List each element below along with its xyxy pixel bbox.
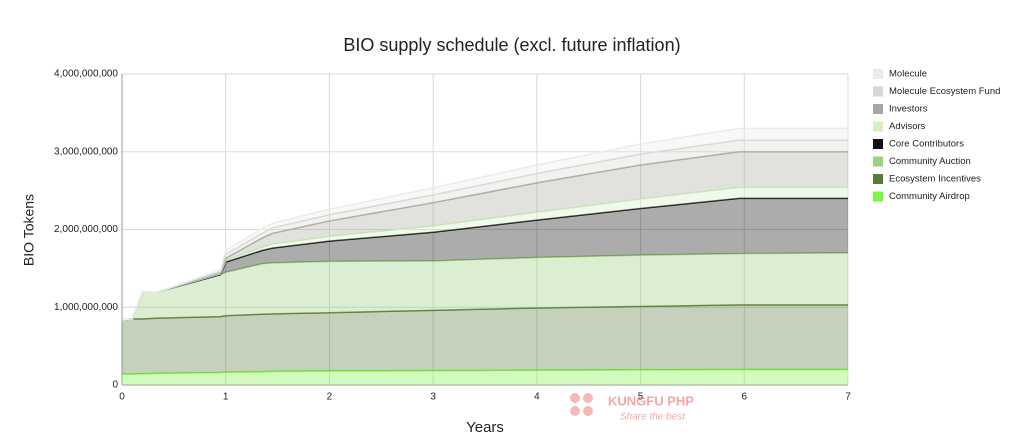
area (122, 304, 848, 375)
watermark-icon (583, 406, 593, 416)
legend-label: Molecule (889, 69, 927, 80)
watermark-slogan: Share the best (620, 412, 686, 423)
area (122, 369, 848, 385)
area (122, 151, 848, 320)
y-tick-label: 2,000,000,000 (54, 224, 118, 235)
legend-swatch (873, 104, 883, 114)
legend-label: Molecule Ecosystem Fund (889, 86, 1000, 97)
watermark-icon (570, 406, 580, 416)
x-tick-label: 1 (223, 392, 229, 403)
legend-label: Advisors (889, 121, 926, 132)
area (122, 252, 848, 320)
legend-swatch (873, 191, 883, 202)
legend-label: Community Auction (889, 156, 971, 167)
legend-swatch (873, 121, 883, 132)
watermark-icon (583, 393, 593, 403)
watermark-icon (570, 393, 580, 403)
legend-swatch (873, 139, 883, 149)
x-tick-label: 0 (119, 392, 125, 403)
x-tick-label: 6 (742, 392, 748, 403)
legend-label: Ecosystem Incentives (889, 174, 981, 185)
x-tick-label: 7 (845, 392, 851, 403)
legend-label: Investors (889, 104, 928, 115)
x-tick-label: 3 (430, 392, 436, 403)
area-line (121, 127, 848, 321)
area-line (122, 368, 848, 375)
y-tick-label: 4,000,000,000 (54, 69, 118, 80)
y-tick-label: 3,000,000,000 (54, 146, 118, 157)
x-tick-label: 2 (327, 392, 333, 403)
y-tick-label: 1,000,000,000 (54, 302, 118, 313)
x-tick-label: 4 (534, 392, 540, 403)
y-tick-label: 0 (112, 380, 118, 391)
watermark: KUNGFU PHP Share the best (570, 393, 694, 423)
watermark-brand: KUNGFU PHP (608, 393, 694, 408)
legend-swatch (873, 69, 883, 79)
chart-title: BIO supply schedule (excl. future inflat… (343, 35, 680, 55)
legend-swatch (873, 174, 883, 184)
area (122, 198, 848, 320)
x-tick-label: 5 (638, 392, 644, 403)
legend-swatch (873, 86, 883, 97)
legend-swatch (873, 156, 883, 167)
y-axis-label: BIO Tokens (21, 194, 37, 266)
legend-label: Community Airdrop (889, 191, 970, 202)
legend-label: Core Contributors (889, 139, 964, 150)
area-line (121, 304, 848, 321)
x-axis-label: Years (466, 419, 504, 436)
